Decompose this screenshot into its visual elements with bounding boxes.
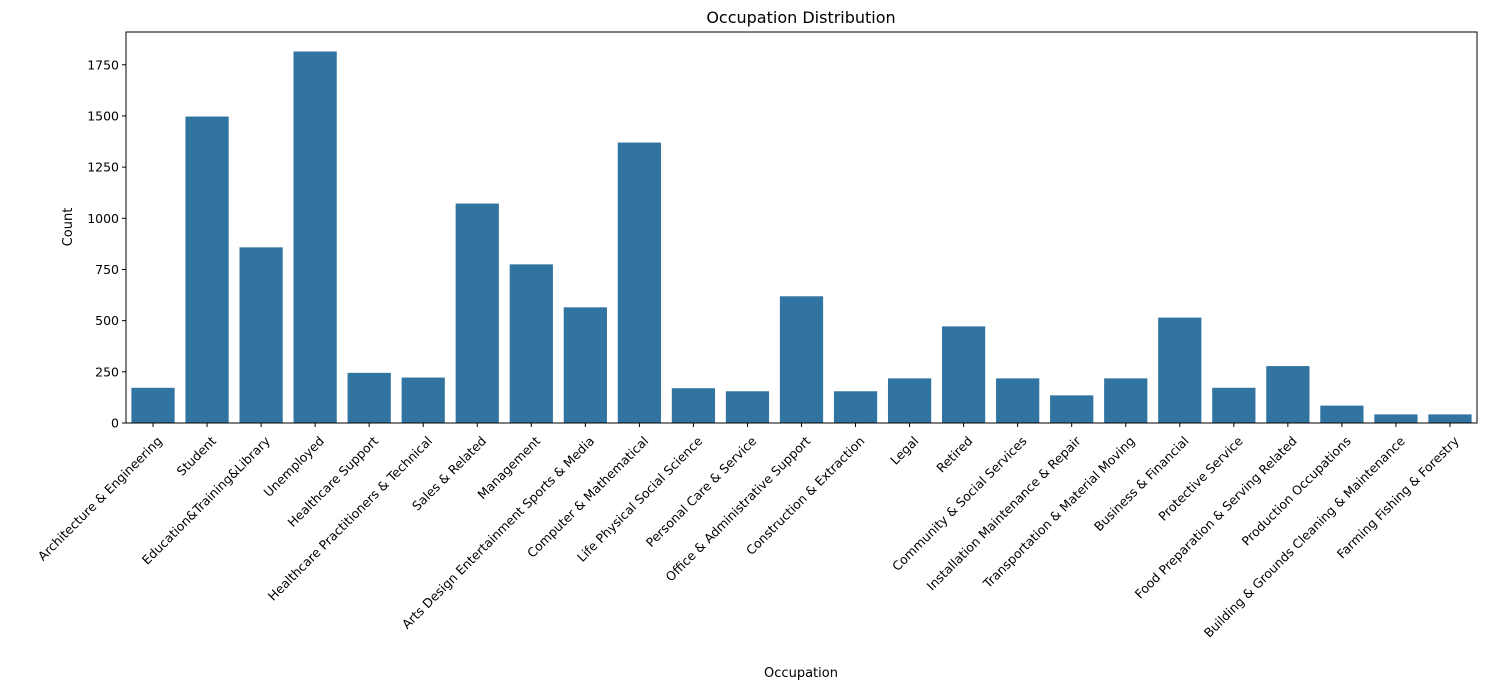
x-tick-label: Arts Design Entertainment Sports & Media [399,433,597,631]
y-axis-ticks: 0 250 500 750 1000 1250 1500 1750 [87,57,126,431]
bar [455,203,499,423]
x-axis-label: Occupation [764,666,838,681]
x-tick-label: Business & Financial [1091,433,1192,534]
y-tick-label: 0 [111,416,119,431]
x-tick-label: Legal [887,433,921,467]
bar [185,116,229,423]
y-axis-label: Count [61,208,76,247]
y-tick-label: 1000 [87,211,119,226]
bar [617,142,661,424]
y-tick-label: 1250 [87,160,119,175]
bar [671,388,716,423]
x-tick-label: Personal Care & Service [643,433,760,550]
bar [347,372,391,423]
bar [725,391,770,423]
bar [131,387,175,423]
bars-group [131,51,1472,424]
y-tick-label: 1750 [87,57,119,72]
y-tick-label: 1500 [87,108,119,123]
bar [1266,366,1310,423]
x-tick-label: Healthcare Support [285,433,382,530]
x-axis-ticks: Architecture & Engineering StudentEducati… [35,423,1462,640]
y-tick-label: 750 [95,262,119,277]
y-tick-label: 500 [95,313,119,328]
bar [833,391,878,423]
bar [293,51,337,424]
x-tick-label: Architecture & Engineering [35,433,165,563]
x-tick-label: Student [174,433,219,478]
bar [1158,317,1202,423]
chart-title: Occupation Distribution [706,8,895,27]
bar [1320,405,1364,423]
bar [563,307,607,423]
bar [1428,414,1472,423]
bar [1374,414,1418,423]
bar [239,247,283,423]
bar [509,264,553,423]
bar [401,377,445,423]
bar [1050,395,1094,423]
bar [887,378,932,423]
x-tick-label: Retired [933,433,975,475]
x-tick-label: Production Occupations [1239,433,1354,548]
bar [1212,387,1256,423]
x-tick-label: Building & Grounds Cleaning & Maintenanc… [1201,433,1408,640]
bar [996,378,1040,423]
y-tick-label: 250 [95,364,119,379]
bar [779,296,824,423]
bar [942,326,986,423]
bar [1104,378,1148,423]
plot-frame [125,31,1478,424]
